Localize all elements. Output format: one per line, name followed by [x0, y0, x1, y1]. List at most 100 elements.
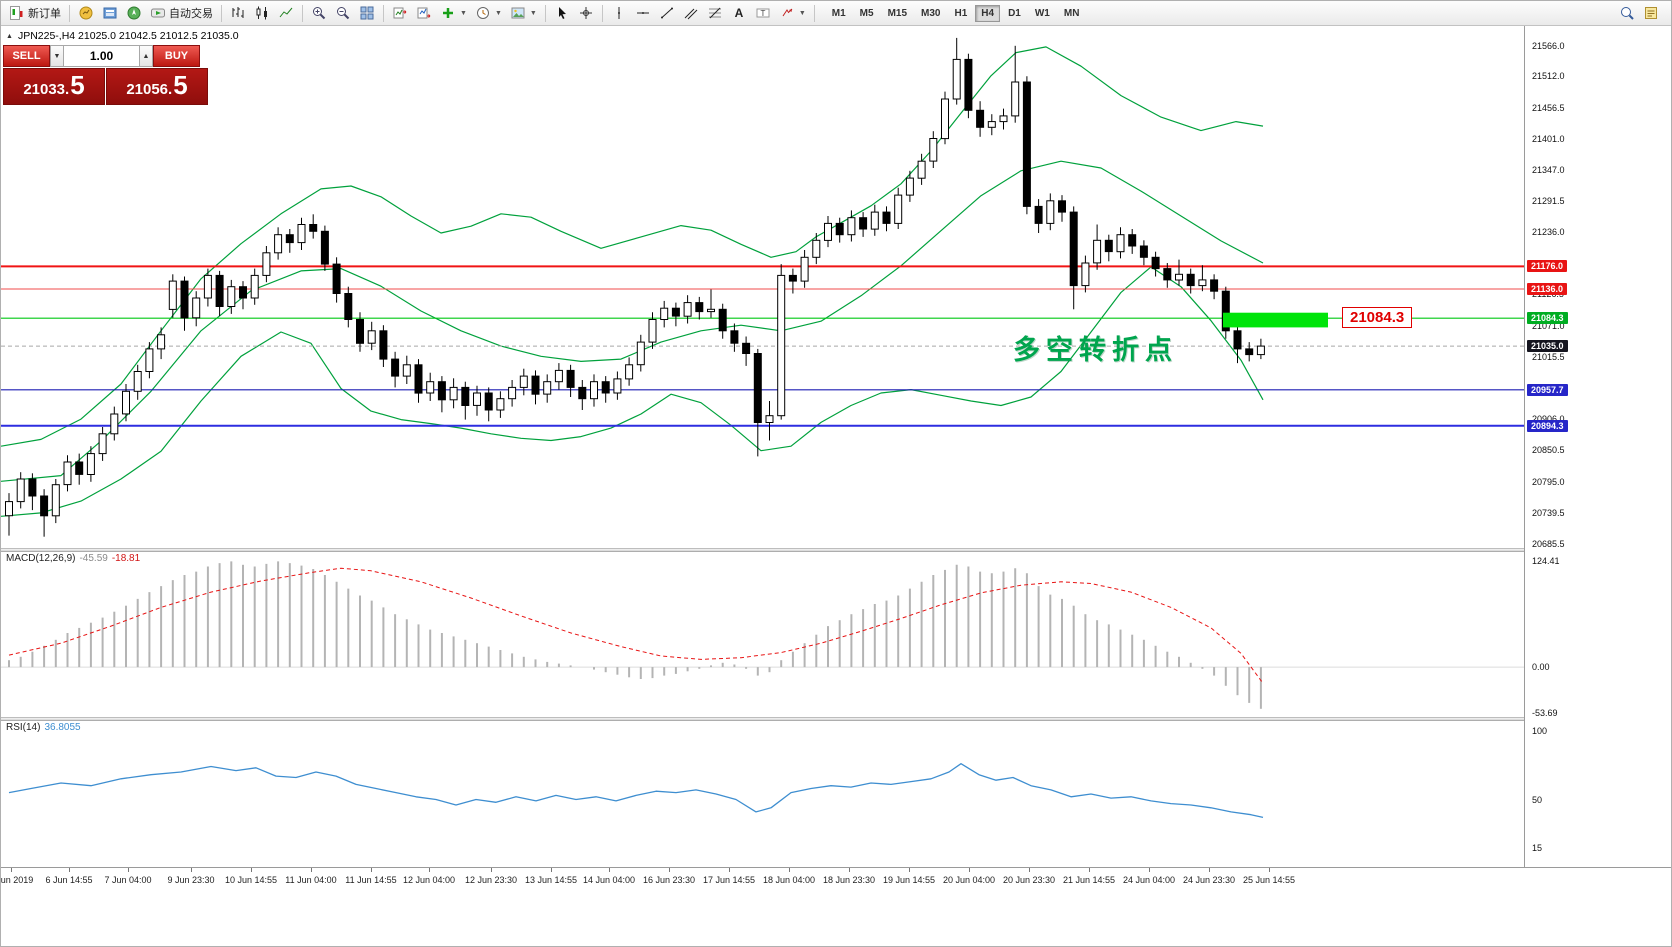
tile-windows-button[interactable] [355, 3, 379, 24]
time-label: 12 Jun 04:00 [402, 875, 456, 885]
horizontal-line-icon [635, 5, 651, 21]
time-label: 18 Jun 23:30 [822, 875, 876, 885]
cursor-button[interactable] [550, 3, 574, 24]
price-scale[interactable]: 21566.0 21512.0 21456.5 21401.0 21347.0 21291… [1524, 26, 1671, 867]
navigator-button[interactable] [122, 3, 146, 24]
timeframe-MN[interactable]: MN [1058, 5, 1086, 22]
price-level-tag: 21176.0 [1527, 260, 1568, 272]
timeframe-M1[interactable]: M1 [826, 5, 852, 22]
channel-button[interactable] [679, 3, 703, 24]
indicators-button[interactable]: ▼ [436, 3, 471, 24]
candlestick-button[interactable] [250, 3, 274, 24]
rsi-panel[interactable] [1, 721, 1524, 867]
symbol-ohlc-line: ▲ JPN225-,H4 21025.0 21042.5 21012.5 210… [6, 30, 239, 42]
panel-separator[interactable] [1, 548, 1671, 552]
price-scale-label: 21071.0 [1532, 321, 1565, 331]
timeframe-M5[interactable]: M5 [854, 5, 880, 22]
time-label: 6 Jun 14:55 [45, 875, 93, 885]
time-axis[interactable]: 5 Jun 2019 6 Jun 14:55 7 Jun 04:00 9 Jun 23… [1, 867, 1671, 946]
data-window-button[interactable] [98, 3, 122, 24]
new-order-button[interactable]: 新订单 [5, 3, 65, 24]
sell-price-main: 21033. [23, 81, 70, 98]
auto-scroll-button[interactable] [412, 3, 436, 24]
time-label: 14 Jun 04:00 [582, 875, 636, 885]
bar-chart-icon [230, 5, 246, 21]
time-label: 7 Jun 04:00 [104, 875, 152, 885]
sell-price-button[interactable]: 21033. 5 [3, 68, 105, 105]
auto-trading-button[interactable]: 自动交易 [146, 3, 217, 24]
timeframe-D1[interactable]: D1 [1002, 5, 1027, 22]
zoom-in-icon [311, 5, 327, 21]
vertical-line-button[interactable] [607, 3, 631, 24]
zoom-out-button[interactable] [331, 3, 355, 24]
panel-separator[interactable] [1, 717, 1671, 721]
price-chart[interactable] [1, 26, 1524, 548]
search-button[interactable] [1615, 3, 1639, 24]
label-icon: T [755, 5, 771, 21]
chart-shift-button[interactable] [388, 3, 412, 24]
macd-signal-line [8, 567, 1264, 684]
svg-text:A: A [734, 6, 743, 20]
text-icon: A [731, 5, 747, 21]
periods-button[interactable]: ▼ [471, 3, 506, 24]
svg-text:T: T [760, 9, 765, 18]
channel-icon [683, 5, 699, 21]
arrows-icon [779, 5, 795, 21]
news-button[interactable] [1639, 3, 1663, 24]
time-tick [311, 868, 312, 872]
time-label: 18 Jun 04:00 [762, 875, 816, 885]
crosshair-button[interactable] [574, 3, 598, 24]
time-label: 20 Jun 04:00 [942, 875, 996, 885]
trendline-button[interactable] [655, 3, 679, 24]
macd-scale-label: 0.00 [1532, 662, 1550, 672]
time-tick [251, 868, 252, 872]
toolbar-separator [221, 4, 222, 22]
macd-panel[interactable] [1, 552, 1524, 717]
rsi-label: RSI(14) 36.8055 [6, 722, 81, 733]
timeframe-H1[interactable]: H1 [948, 5, 973, 22]
arrows-button[interactable]: ▼ [775, 3, 810, 24]
time-label: 9 Jun 23:30 [167, 875, 215, 885]
annotation-text: 多空转折点 [1013, 335, 1178, 365]
time-tick [371, 868, 372, 872]
volume-decrease-button[interactable]: ▼ [50, 45, 64, 67]
time-tick [1269, 868, 1270, 872]
time-tick [729, 868, 730, 872]
macd-histogram [8, 561, 1262, 709]
highlight-zone [1223, 312, 1328, 328]
rsi-value: 36.8055 [44, 722, 81, 733]
macd-scale-label: 124.41 [1532, 556, 1560, 566]
templates-button[interactable]: ▼ [506, 3, 541, 24]
market-watch-button[interactable] [74, 3, 98, 24]
tile-windows-icon [359, 5, 375, 21]
time-label: 10 Jun 14:55 [224, 875, 278, 885]
time-tick [191, 868, 192, 872]
collapse-icon[interactable]: ▲ [6, 32, 13, 40]
volume-input[interactable] [64, 45, 139, 67]
sell-button[interactable]: SELL [3, 45, 50, 67]
time-label: 16 Jun 23:30 [642, 875, 696, 885]
line-chart-button[interactable] [274, 3, 298, 24]
fibonacci-button[interactable] [703, 3, 727, 24]
chevron-down-icon: ▼ [798, 9, 806, 17]
timeframe-W1[interactable]: W1 [1029, 5, 1056, 22]
buy-price-button[interactable]: 21056. 5 [106, 68, 208, 105]
trendline-icon [659, 5, 675, 21]
horizontal-line-button[interactable] [631, 3, 655, 24]
bar-chart-button[interactable] [226, 3, 250, 24]
buy-button[interactable]: BUY [153, 45, 200, 67]
timeframe-M15[interactable]: M15 [882, 5, 913, 22]
text-button[interactable]: A [727, 3, 751, 24]
volume-increase-button[interactable]: ▲ [139, 45, 153, 67]
zoom-in-button[interactable] [307, 3, 331, 24]
price-scale-label: 21566.0 [1532, 41, 1565, 51]
label-button[interactable]: T [751, 3, 775, 24]
time-tick [789, 868, 790, 872]
timeframe-H4[interactable]: H4 [975, 4, 1001, 22]
time-label: 21 Jun 14:55 [1062, 875, 1116, 885]
timeframe-M30[interactable]: M30 [915, 5, 946, 22]
price-scale-label: 21347.0 [1532, 165, 1565, 175]
trade-panel-controls: SELL ▼ ▲ BUY [3, 45, 208, 67]
trade-panel-prices: 21033. 5 21056. 5 [3, 68, 208, 105]
auto-trading-icon [150, 5, 166, 21]
